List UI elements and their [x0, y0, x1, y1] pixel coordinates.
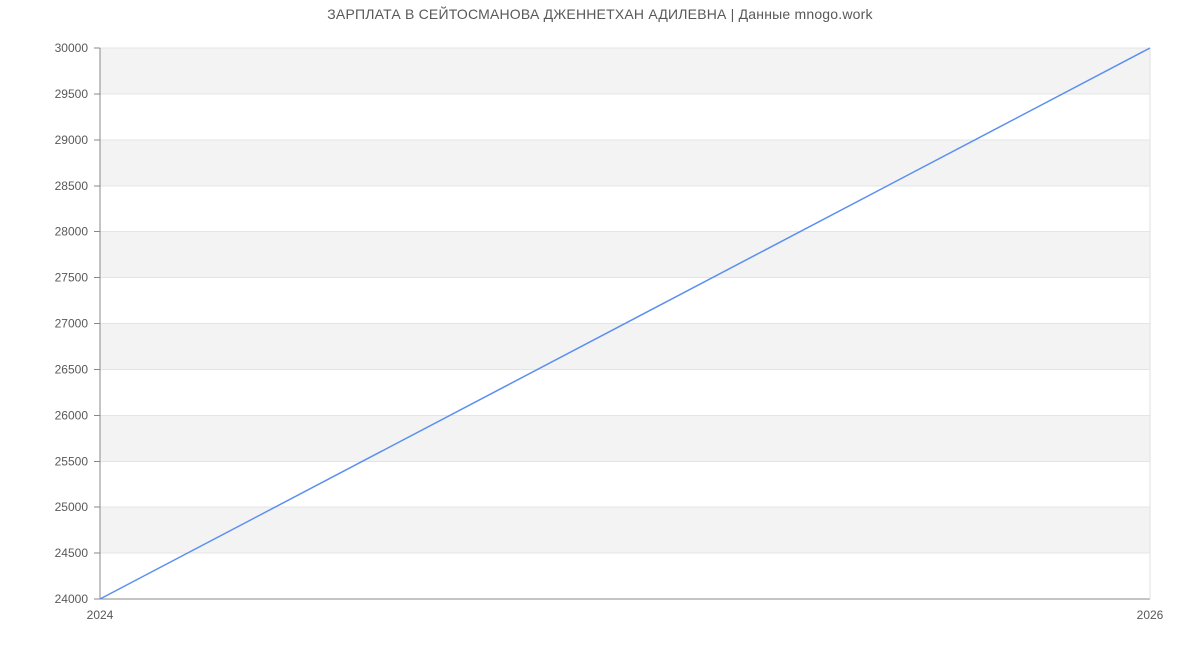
- svg-text:26000: 26000: [55, 408, 89, 422]
- svg-text:28000: 28000: [55, 225, 89, 239]
- svg-text:2026: 2026: [1137, 608, 1164, 622]
- svg-text:28500: 28500: [55, 179, 89, 193]
- svg-text:25000: 25000: [55, 500, 89, 514]
- svg-text:24000: 24000: [55, 592, 89, 606]
- svg-text:29000: 29000: [55, 133, 89, 147]
- svg-text:24500: 24500: [55, 546, 89, 560]
- svg-text:26500: 26500: [55, 362, 89, 376]
- svg-text:27500: 27500: [55, 271, 89, 285]
- svg-text:2024: 2024: [87, 608, 114, 622]
- svg-text:30000: 30000: [55, 41, 89, 55]
- svg-text:27000: 27000: [55, 317, 89, 331]
- svg-text:29500: 29500: [55, 87, 89, 101]
- svg-text:25500: 25500: [55, 454, 89, 468]
